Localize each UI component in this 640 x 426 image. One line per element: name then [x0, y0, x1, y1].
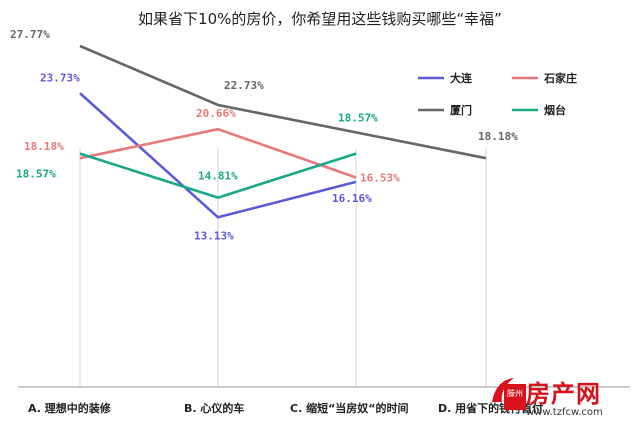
- watermark-city: 滕州: [507, 388, 523, 398]
- series-line: [79, 92, 357, 219]
- series-line: [79, 152, 357, 199]
- legend-label: 厦门: [450, 103, 472, 117]
- data-label: 13.13%: [194, 229, 234, 242]
- data-label: 27.77%: [10, 28, 50, 41]
- data-label: 14.81%: [198, 170, 238, 183]
- data-label: 18.18%: [478, 130, 518, 143]
- data-label: 18.18%: [24, 140, 64, 153]
- data-label: 20.66%: [196, 107, 236, 120]
- data-label: 18.57%: [338, 112, 378, 125]
- house-logo-icon: 滕州: [492, 378, 526, 410]
- watermark: 滕州 房产网 www.tzfcw.com: [482, 372, 638, 424]
- data-label: 22.73%: [224, 79, 264, 92]
- series-lines: [79, 44, 487, 219]
- data-label: 23.73%: [40, 71, 80, 84]
- data-label: 18.57%: [16, 168, 56, 181]
- legend-label: 石家庄: [543, 71, 577, 85]
- series-line: [79, 127, 357, 179]
- data-label: 16.16%: [332, 192, 372, 205]
- x-tick-label: A. 理想中的装修: [28, 401, 112, 415]
- legend-label: 大连: [450, 71, 473, 85]
- data-labels: 23.73% 13.13% 16.16% 18.18% 20.66% 16.53% 27.7…: [10, 28, 518, 242]
- x-tick-label: C. 缩短“当房奴“的时间: [290, 401, 409, 415]
- chart-title: 如果省下10%的房价，你希望用这些钱购买哪些“幸福”: [138, 10, 502, 28]
- x-axis-tick-labels: A. 理想中的装修 B. 心仪的车 C. 缩短“当房奴“的时间 D. 用省下的钱付首付: [28, 401, 543, 415]
- gridlines: [79, 148, 487, 387]
- series-line: [79, 44, 487, 160]
- x-tick-label: B. 心仪的车: [184, 401, 244, 415]
- data-label: 16.53%: [360, 172, 400, 185]
- watermark-brand: 房产网: [526, 380, 601, 408]
- legend-label: 烟台: [544, 103, 566, 117]
- watermark-url: www.tzfcw.com: [526, 407, 603, 418]
